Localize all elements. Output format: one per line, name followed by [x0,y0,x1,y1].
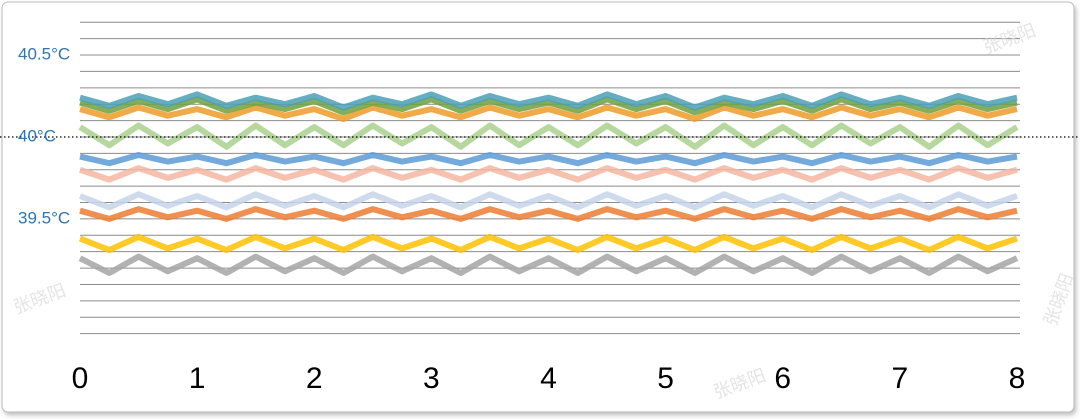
x-tick-label: 1 [189,362,206,395]
data-line [79,91,1018,111]
x-tick-label: 8 [1009,362,1026,395]
data-line [78,191,1018,211]
x-tick-label: 4 [540,362,557,395]
data-line [79,165,1018,183]
y-tick-label: 39.5°C [18,208,70,227]
data-line [78,233,1018,253]
x-tick-label: 5 [657,362,674,395]
lines [78,91,1019,276]
x-tick-label: 7 [892,362,909,395]
y-tick-label: 40.5°C [18,45,70,64]
x-tick-label: 2 [306,362,323,395]
data-line [79,206,1018,222]
data-line [78,253,1019,276]
x-tick-label: 3 [423,362,440,395]
x-tick-label: 0 [72,362,89,395]
data-line [79,104,1018,122]
data-line [79,152,1018,167]
x-tick-label: 6 [774,362,791,395]
y-tick-label: 40°C [18,126,56,145]
data-line [79,96,1018,116]
